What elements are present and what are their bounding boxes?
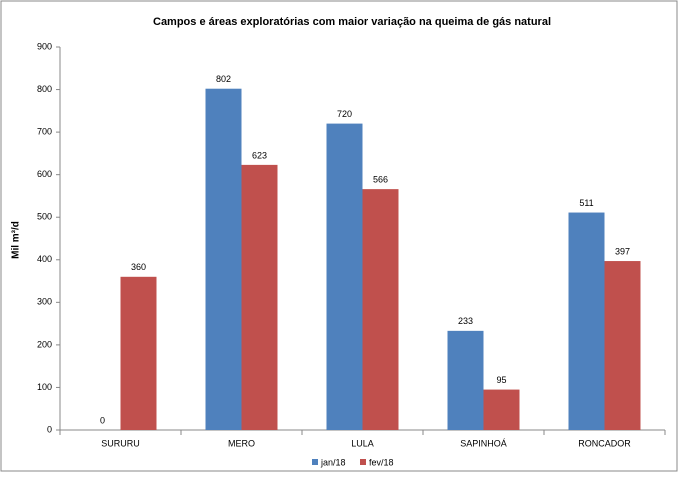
value-label: 802: [216, 74, 231, 84]
value-label: 0: [100, 415, 105, 425]
bar: [326, 123, 363, 430]
x-tick-label: SAPINHOÁ: [460, 438, 507, 448]
bar: [568, 212, 605, 430]
legend-label: fev/18: [369, 457, 394, 467]
bar: [120, 276, 157, 430]
value-label: 623: [252, 150, 267, 160]
bar: [604, 261, 641, 430]
y-tick-label: 600: [37, 169, 52, 179]
y-tick-label: 400: [37, 254, 52, 264]
bar: [447, 330, 484, 430]
x-tick-label: MERO: [228, 438, 255, 448]
value-label: 397: [615, 246, 630, 256]
value-label: 511: [579, 198, 593, 208]
value-label: 95: [496, 375, 506, 385]
legend-label: jan/18: [320, 457, 346, 467]
value-label: 720: [337, 109, 352, 119]
bar: [205, 88, 242, 431]
y-axis-label: Mil m³/d: [11, 221, 22, 259]
x-tick-label: SURURU: [101, 438, 140, 448]
y-tick-label: 700: [37, 126, 52, 136]
y-tick-label: 200: [37, 339, 52, 349]
y-tick-label: 800: [37, 84, 52, 94]
legend-swatch: [312, 459, 318, 465]
y-tick-label: 900: [37, 41, 52, 51]
y-tick-label: 500: [37, 212, 52, 222]
legend-swatch: [360, 459, 366, 465]
y-tick-label: 0: [47, 424, 52, 434]
chart-title: Campos e áreas exploratórias com maior v…: [153, 16, 551, 28]
x-tick-label: RONCADOR: [578, 438, 631, 448]
x-tick-label: LULA: [351, 438, 374, 448]
bar: [362, 189, 399, 430]
bar: [483, 389, 520, 430]
bar: [241, 164, 278, 430]
y-tick-label: 100: [37, 382, 52, 392]
y-tick-label: 300: [37, 297, 52, 307]
value-label: 360: [131, 262, 146, 272]
value-label: 233: [458, 316, 473, 326]
value-label: 566: [373, 175, 388, 185]
